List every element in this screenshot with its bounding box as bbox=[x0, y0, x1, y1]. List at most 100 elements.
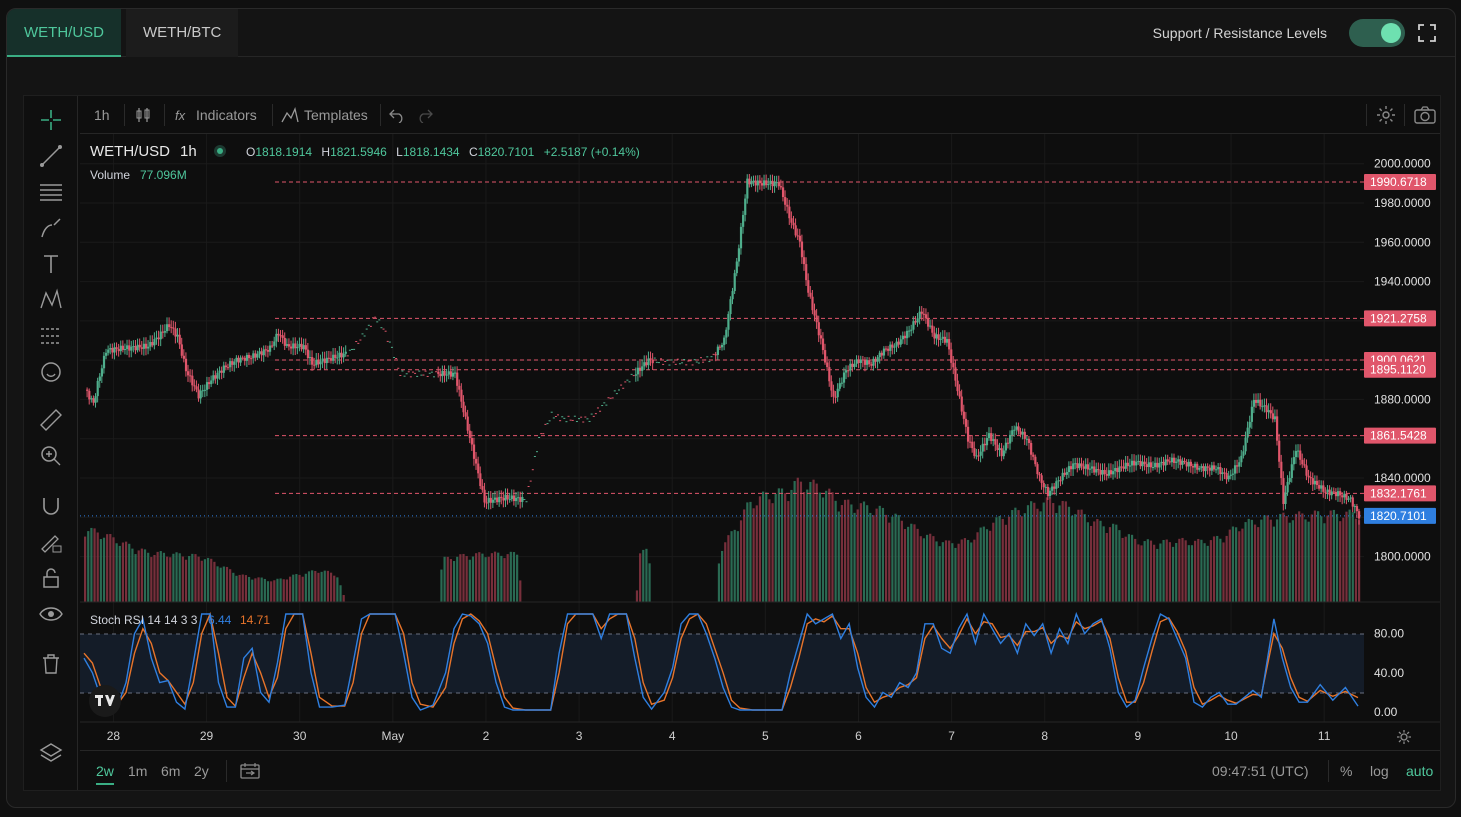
fullscreen-icon[interactable] bbox=[1417, 23, 1437, 43]
volume-bar bbox=[973, 539, 976, 602]
brush-icon[interactable] bbox=[38, 215, 64, 241]
templates-button[interactable]: Templates bbox=[304, 107, 368, 123]
auto-toggle[interactable]: auto bbox=[1406, 763, 1434, 779]
candle-body bbox=[1149, 462, 1153, 468]
candle-body bbox=[1259, 399, 1262, 407]
candle-body bbox=[182, 355, 186, 359]
candle-body bbox=[1048, 490, 1052, 497]
candle-body bbox=[941, 336, 944, 339]
indicators-button[interactable]: Indicators bbox=[196, 107, 257, 123]
candle-body bbox=[334, 354, 337, 358]
candle-body bbox=[769, 180, 772, 184]
candle-body bbox=[321, 358, 324, 362]
volume-bar bbox=[96, 532, 99, 602]
trend-line-icon[interactable] bbox=[38, 143, 64, 169]
candle-body bbox=[216, 372, 219, 379]
tradingview-logo[interactable] bbox=[89, 685, 121, 717]
volume-bar bbox=[184, 559, 188, 602]
support-resistance-toggle[interactable] bbox=[1349, 19, 1405, 47]
settings-icon[interactable] bbox=[1376, 105, 1396, 125]
stoch-lines bbox=[83, 611, 1359, 711]
candle-body bbox=[979, 451, 982, 456]
candle-body bbox=[1204, 466, 1207, 472]
pattern-icon[interactable] bbox=[38, 287, 64, 313]
candle-body bbox=[952, 362, 955, 368]
candle-body bbox=[794, 225, 797, 236]
volume-bar bbox=[147, 552, 150, 602]
trash-icon[interactable] bbox=[38, 651, 64, 677]
range-1m[interactable]: 1m bbox=[128, 763, 148, 779]
lock-icon[interactable] bbox=[38, 565, 64, 591]
candle-body bbox=[279, 335, 282, 337]
candle-body bbox=[1061, 472, 1064, 481]
text-icon[interactable] bbox=[38, 251, 64, 277]
candle-body bbox=[277, 333, 280, 336]
volume-bar bbox=[743, 509, 746, 602]
volume-bar bbox=[796, 477, 799, 602]
axis-settings-icon[interactable] bbox=[1397, 730, 1411, 744]
candle-type-icon[interactable] bbox=[134, 106, 152, 124]
price-chart[interactable]: 1990.67181921.27581900.06211895.11201861… bbox=[80, 134, 1440, 752]
zoom-in-icon[interactable] bbox=[38, 443, 64, 469]
interval-button[interactable]: 1h bbox=[94, 107, 110, 123]
candle-body bbox=[477, 463, 480, 474]
candle-body bbox=[880, 352, 883, 356]
price-tick-label: 2000.0000 bbox=[1374, 157, 1431, 171]
layers-icon[interactable] bbox=[38, 740, 64, 766]
tab-weth-usd[interactable]: WETH/USD bbox=[7, 9, 121, 57]
candle-body bbox=[508, 499, 511, 501]
candle-body bbox=[969, 441, 972, 443]
volume-bar bbox=[1023, 513, 1026, 602]
redo-icon[interactable] bbox=[416, 107, 434, 123]
undo-icon[interactable] bbox=[388, 107, 406, 123]
volume-bar bbox=[749, 501, 752, 602]
ruler-icon[interactable] bbox=[38, 407, 64, 433]
volume-bar bbox=[181, 556, 184, 602]
price-axis[interactable]: 1990.67181921.27581900.06211895.11201861… bbox=[1364, 157, 1436, 564]
projection-icon[interactable] bbox=[38, 323, 64, 349]
eye-icon[interactable] bbox=[38, 601, 64, 627]
candle-body bbox=[98, 376, 101, 381]
emoji-icon[interactable] bbox=[38, 359, 64, 385]
candle-body bbox=[815, 315, 818, 323]
time-axis[interactable]: 28 29 30 May 2 3 4 5 6 7 8 9 10 11 bbox=[107, 729, 1331, 743]
volume-bar bbox=[1146, 539, 1149, 602]
candle-body bbox=[718, 346, 722, 348]
candle-body bbox=[1015, 426, 1018, 430]
percent-toggle[interactable]: % bbox=[1340, 763, 1353, 779]
volume-label: Volume bbox=[90, 168, 130, 182]
camera-icon[interactable] bbox=[1414, 106, 1436, 124]
candle-body bbox=[218, 370, 221, 373]
fib-retracement-icon[interactable] bbox=[38, 179, 64, 205]
lock-drawing-icon[interactable] bbox=[38, 529, 64, 555]
candle-body bbox=[1305, 465, 1308, 476]
candle-body bbox=[1294, 450, 1298, 458]
candle-body bbox=[937, 334, 940, 340]
crosshair-icon[interactable] bbox=[38, 107, 64, 133]
candle-body bbox=[966, 426, 970, 442]
candle-body bbox=[1175, 461, 1178, 463]
candle-body bbox=[483, 489, 486, 503]
range-6m[interactable]: 6m bbox=[161, 763, 181, 779]
range-2w[interactable]: 2w bbox=[96, 751, 114, 791]
candle-body bbox=[1297, 450, 1300, 452]
candle-body bbox=[897, 341, 900, 345]
candle-body bbox=[340, 352, 343, 358]
tab-weth-btc[interactable]: WETH/BTC bbox=[126, 9, 239, 57]
candle-body bbox=[853, 363, 856, 367]
volume-bar bbox=[1187, 545, 1190, 602]
candle-body bbox=[1027, 438, 1031, 443]
candle-body bbox=[1254, 399, 1258, 403]
log-toggle[interactable]: log bbox=[1370, 763, 1389, 779]
volume-bar bbox=[1269, 519, 1272, 602]
volume-bar bbox=[1197, 538, 1200, 602]
date-range-icon[interactable] bbox=[240, 762, 260, 780]
volume-bar bbox=[175, 552, 178, 602]
volume-bar bbox=[326, 570, 330, 602]
magnet-icon[interactable] bbox=[38, 493, 64, 519]
candle-body bbox=[96, 380, 99, 397]
candle-body bbox=[1311, 478, 1314, 485]
candle-body bbox=[1332, 491, 1335, 493]
level-price-tag bbox=[1364, 174, 1436, 191]
range-2y[interactable]: 2y bbox=[194, 763, 209, 779]
